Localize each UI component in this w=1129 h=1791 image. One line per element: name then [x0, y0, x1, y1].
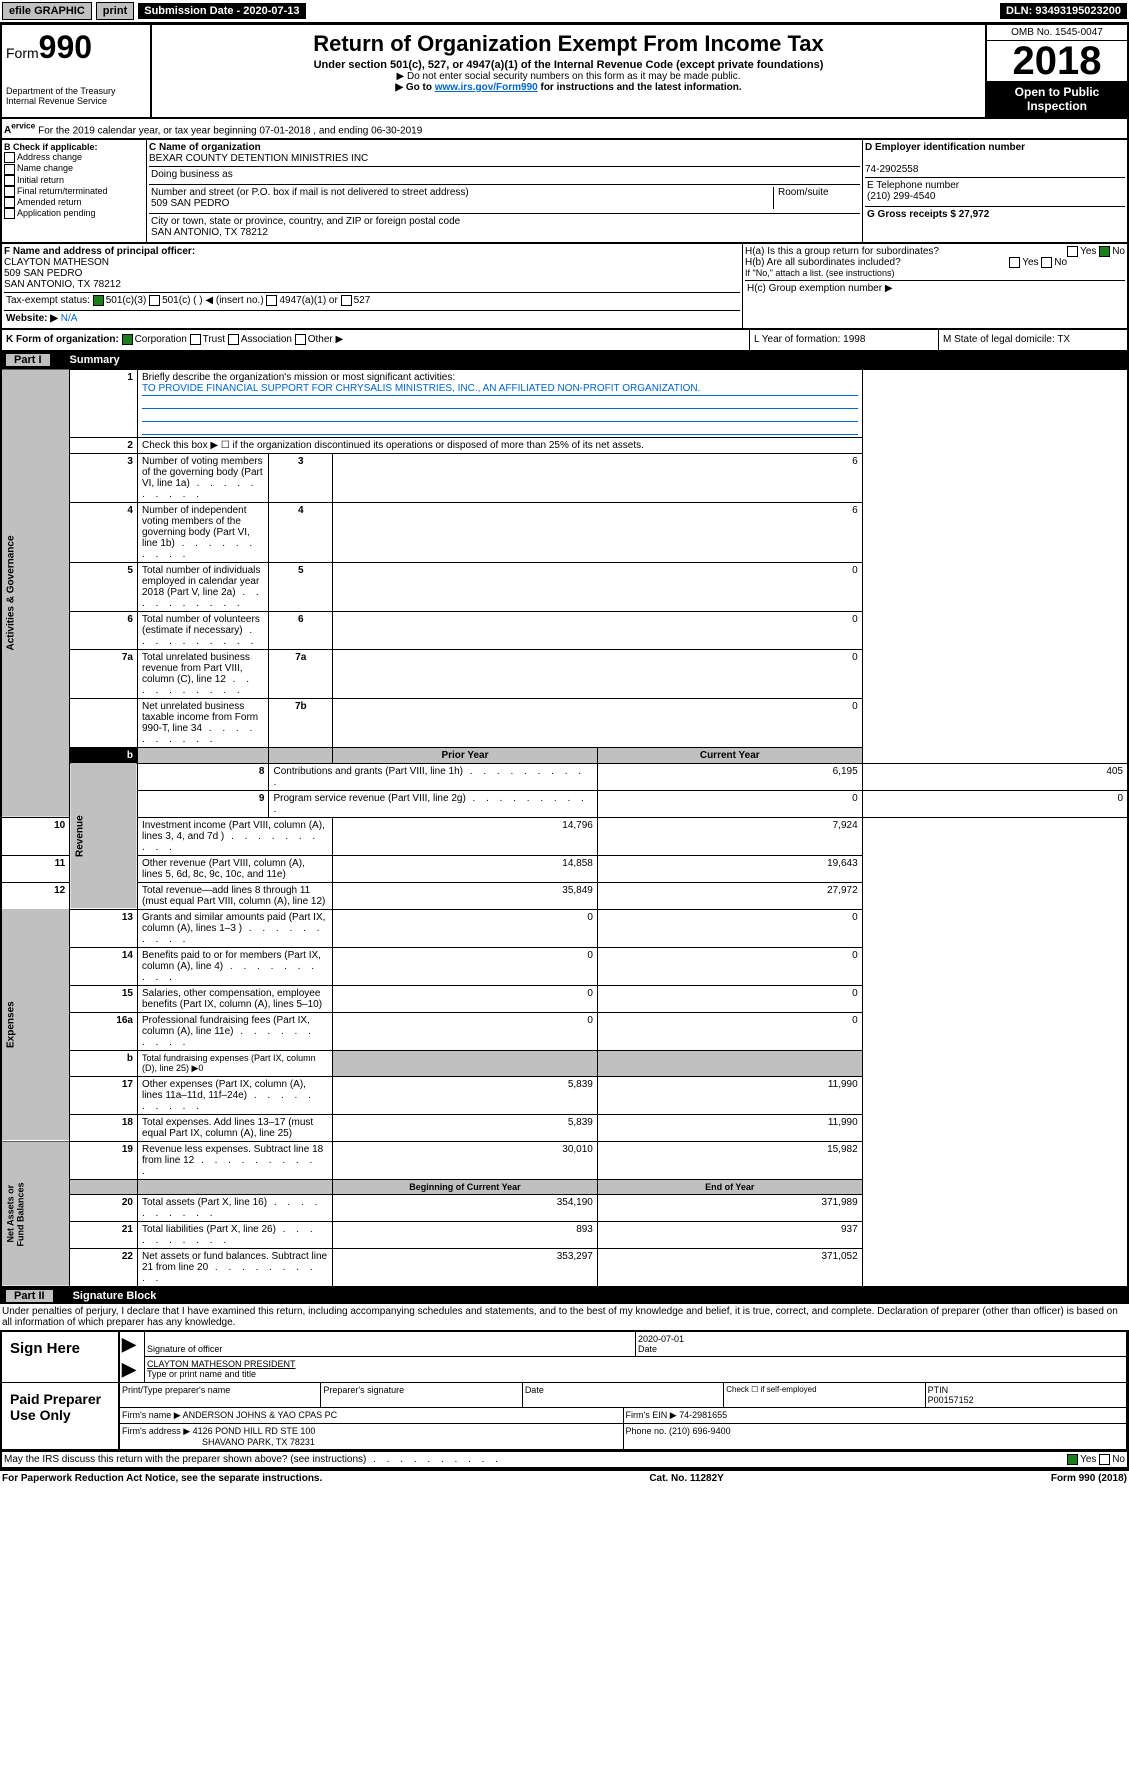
- print-button[interactable]: print: [96, 2, 134, 20]
- firm-phone: Phone no. (210) 696-9400: [624, 1424, 1128, 1449]
- open-inspection: Open to Public Inspection: [987, 81, 1127, 117]
- top-toolbar: efile GRAPHIC print Submission Date - 20…: [0, 0, 1129, 23]
- perjury-statement: Under penalties of perjury, I declare th…: [0, 1304, 1129, 1330]
- firm-name: Firm's name ▶ ANDERSON JOHNS & YAO CPAS …: [120, 1408, 624, 1423]
- submission-date: Submission Date - 2020-07-13: [138, 3, 305, 19]
- part2-header: Part IISignature Block: [0, 1288, 1129, 1304]
- entity-block: B Check if applicable: Address change Na…: [0, 140, 1129, 244]
- form-header: Form990 Department of the Treasury Inter…: [0, 23, 1129, 119]
- firm-ein: Firm's EIN ▶ 74-2981655: [624, 1408, 1128, 1423]
- part1-header: Part ISummary: [0, 352, 1129, 368]
- checkbox-corp[interactable]: [122, 334, 133, 345]
- section-c: C Name of organizationBEXAR COUNTY DETEN…: [147, 140, 862, 242]
- paid-preparer-label: Paid Preparer Use Only: [2, 1383, 120, 1449]
- klm-row: K Form of organization: Corporation Trus…: [0, 330, 1129, 351]
- section-b: B Check if applicable: Address change Na…: [2, 140, 147, 242]
- discuss-row: May the IRS discuss this return with the…: [0, 1452, 1129, 1469]
- dept-treasury: Department of the Treasury Internal Reve…: [6, 86, 146, 106]
- street-address: 509 SAN PEDRO: [151, 198, 229, 209]
- side-netassets: Net Assets or Fund Balances: [1, 1141, 70, 1287]
- page-footer: For Paperwork Reduction Act Notice, see …: [0, 1469, 1129, 1486]
- phone: (210) 299-4540: [867, 191, 935, 202]
- section-e: E Telephone number(210) 299-4540: [865, 177, 1125, 204]
- checkbox-ha-no[interactable]: [1099, 246, 1110, 257]
- col-prior-year: Prior Year: [333, 747, 598, 763]
- section-h: H(a) Is this a group return for subordin…: [743, 244, 1127, 328]
- officer-name: CLAYTON MATHESON: [4, 257, 109, 268]
- side-expenses: Expenses: [1, 909, 70, 1141]
- side-activities: Activities & Governance: [1, 369, 70, 818]
- irs-link[interactable]: www.irs.gov/Form990: [435, 82, 538, 93]
- signature-block: Sign Here ▶Signature of officer2020-07-0…: [0, 1330, 1129, 1452]
- dln: DLN: 93493195023200: [1000, 3, 1127, 19]
- firm-address: Firm's address ▶ 4126 POND HILL RD STE 1…: [122, 1426, 315, 1436]
- ptin: P00157152: [928, 1395, 974, 1405]
- checkbox-501c3[interactable]: [93, 295, 104, 306]
- side-revenue: Revenue: [70, 763, 138, 909]
- line5-value: 0: [333, 562, 863, 611]
- note-link: ▶ Go to www.irs.gov/Form990 for instruct…: [156, 82, 981, 93]
- officer-typed: CLAYTON MATHESON PRESIDENT: [147, 1359, 296, 1369]
- ein: 74-2902558: [865, 164, 918, 175]
- website: N/A: [61, 313, 78, 324]
- section-i: Tax-exempt status: 501(c)(3) 501(c) ( ) …: [4, 292, 740, 308]
- form-title: Return of Organization Exempt From Incom…: [156, 31, 981, 57]
- officer-block: F Name and address of principal officer:…: [0, 244, 1129, 330]
- line7a-value: 0: [333, 649, 863, 698]
- city-state-zip: SAN ANTONIO, TX 78212: [151, 227, 268, 238]
- line4-value: 6: [333, 502, 863, 562]
- note-ssn: ▶ Do not enter social security numbers o…: [156, 71, 981, 82]
- line3-value: 6: [333, 453, 863, 502]
- section-d: D Employer identification number74-29025…: [865, 142, 1125, 175]
- state-domicile: M State of legal domicile: TX: [938, 330, 1127, 349]
- line-a: Aervice For the 2019 calendar year, or t…: [0, 119, 1129, 140]
- sign-date: 2020-07-01: [638, 1334, 684, 1344]
- section-j: Website: ▶ N/A: [4, 310, 740, 326]
- section-g: G Gross receipts $ 27,972: [865, 206, 1125, 222]
- form-number: Form990: [6, 29, 146, 66]
- year-formation: L Year of formation: 1998: [749, 330, 938, 349]
- line7b-value: 0: [333, 698, 863, 747]
- efile-button[interactable]: efile GRAPHIC: [2, 2, 92, 20]
- summary-table: Activities & Governance 1Briefly describ…: [0, 368, 1129, 1288]
- org-name: BEXAR COUNTY DETENTION MINISTRIES INC: [149, 153, 368, 164]
- sign-here-label: Sign Here: [2, 1332, 120, 1382]
- mission-text: TO PROVIDE FINANCIAL SUPPORT FOR CHRYSAL…: [142, 383, 858, 396]
- col-current-year: Current Year: [597, 747, 862, 763]
- subtitle: Under section 501(c), 527, or 4947(a)(1)…: [156, 59, 981, 71]
- checkbox-discuss-yes[interactable]: [1067, 1454, 1078, 1465]
- line6-value: 0: [333, 611, 863, 649]
- tax-year: 2018: [987, 41, 1127, 81]
